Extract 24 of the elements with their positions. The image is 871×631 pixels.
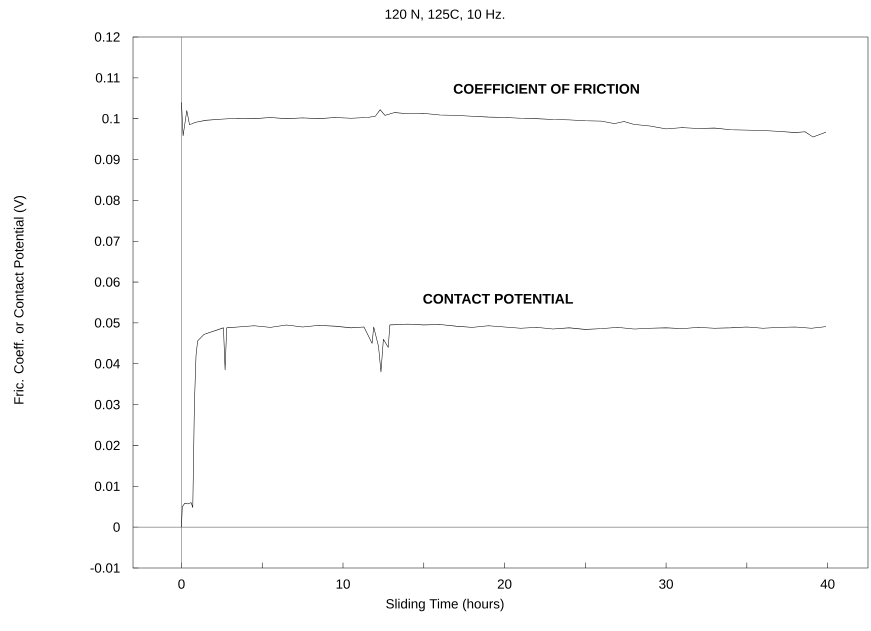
y-tick-label: 0.06 (94, 277, 120, 287)
y-tick-label: 0 (113, 522, 120, 532)
series-label: COEFFICIENT OF FRICTION (454, 84, 639, 94)
y-tick-label: 0.12 (94, 32, 120, 42)
x-axis-title: Sliding Time (hours) (386, 598, 504, 612)
y-tick-label: 0.02 (94, 440, 120, 450)
y-tick-label: 0.09 (94, 154, 120, 164)
x-tick-label: 10 (336, 579, 350, 589)
y-tick-label: -0.01 (90, 563, 120, 573)
y-tick-label: 0.07 (94, 236, 120, 246)
y-tick-label: 0.04 (94, 359, 120, 368)
x-tick-label: 40 (820, 579, 835, 589)
x-tick-label: 20 (498, 579, 512, 589)
y-tick-label: 0.1 (102, 114, 120, 124)
y-tick-label: 0.05 (94, 318, 120, 328)
y-tick-label: 0.08 (94, 196, 120, 206)
x-tick-label: 0 (178, 579, 185, 589)
chart-title: 120 N, 125C, 10 Hz. (386, 9, 504, 21)
y-tick-label: 0.01 (94, 482, 120, 492)
y-tick-label: 0.03 (94, 400, 120, 410)
y-tick-label: 0.11 (96, 73, 120, 83)
series-label: CONTACT POTENTIAL (423, 294, 573, 304)
y-axis-title: Fric. Coeff. or Contact Potential (V) (14, 196, 26, 404)
x-tick-label: 30 (659, 579, 673, 589)
